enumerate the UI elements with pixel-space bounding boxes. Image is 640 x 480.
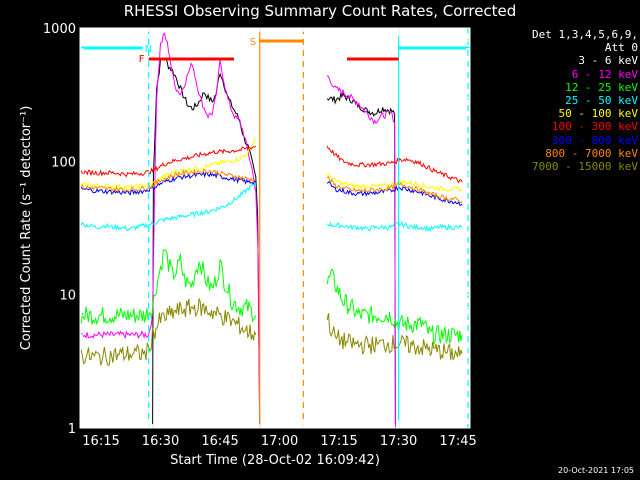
legend-entry: 12 - 25 keV (565, 80, 638, 94)
legend-entry: 300 - 800 keV (551, 133, 638, 147)
legend-header-detectors: Det 1,3,4,5,6,9, (532, 28, 638, 41)
series-line-3-seg-0 (80, 182, 257, 232)
x-tick-label: 17:45 (439, 434, 476, 449)
x-tick-label: 16:15 (82, 434, 119, 449)
series-line-5-seg-1 (326, 145, 463, 184)
legend: Det 1,3,4,5,6,9, Att 0 3 - 6 keV 6 - 12 k… (478, 28, 638, 173)
series-line-1-seg-1 (326, 75, 396, 429)
legend-header-attenuator: Att 0 (604, 41, 638, 55)
series-line-2-seg-0 (80, 249, 257, 326)
flare-flag-label: F (139, 54, 145, 65)
series-line-0-seg-1 (326, 91, 396, 429)
series-line-2-seg-1 (326, 268, 463, 346)
legend-entry: 100 - 300 keV (551, 120, 638, 134)
legend-entry: 50 - 100 keV (558, 107, 638, 121)
x-tick-label: 16:45 (201, 434, 238, 449)
x-tick-label: 17:00 (261, 434, 298, 449)
series-line-1-seg-0 (81, 32, 261, 429)
series-line-6-seg-1 (326, 181, 463, 206)
series-line-5-seg-0 (80, 145, 257, 178)
legend-entry: 7000 - 15000 keV (532, 160, 638, 174)
series-line-8-seg-0 (80, 297, 257, 366)
x-axis-label: Start Time (28-Oct-02 16:09:42) (170, 453, 380, 468)
generation-timestamp: 20-Oct-2021 17:05 (558, 466, 634, 475)
chart-title: RHESSI Observing Summary Count Rates, Co… (123, 2, 517, 20)
series-line-7-seg-0 (80, 168, 257, 193)
series-line-8-seg-1 (326, 313, 463, 361)
legend-entry: 3 - 6 keV (578, 54, 638, 68)
y-tick-label: 10 (59, 289, 76, 304)
night-flag-label: N (145, 44, 152, 55)
plot-area (80, 28, 470, 428)
y-axis-label: Corrected Count Rate (s⁻¹ detector⁻¹) (19, 106, 34, 351)
series-line-7-seg-1 (326, 175, 463, 204)
x-tick-label: 17:15 (320, 434, 357, 449)
series-line-3-seg-1 (326, 220, 463, 233)
axes-frame (79, 27, 471, 429)
series-line-6-seg-0 (80, 171, 257, 196)
legend-entry: 25 - 50 keV (565, 94, 638, 108)
legend-entry: 6 - 12 keV (571, 67, 638, 81)
saa-flag-label: S (250, 37, 256, 48)
y-tick-label: 1000 (43, 22, 76, 37)
y-tick-label: 1 (68, 422, 76, 437)
y-tick-label: 100 (51, 155, 76, 170)
x-tick-label: 17:30 (380, 434, 417, 449)
legend-entries: 3 - 6 keV 6 - 12 keV 12 - 25 keV 25 - 50 ke… (478, 54, 638, 173)
x-tick-label: 16:30 (142, 434, 179, 449)
legend-entry: 800 - 7000 keV (545, 146, 638, 160)
